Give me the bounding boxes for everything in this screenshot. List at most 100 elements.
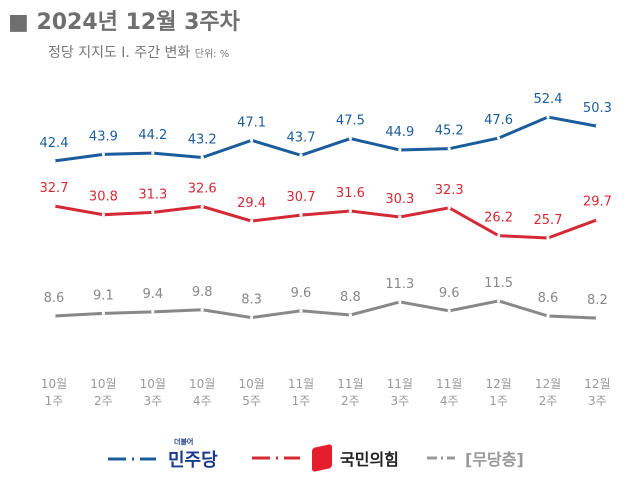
data-point: [299, 153, 303, 157]
x-tick-label: 11월 4주: [436, 377, 462, 408]
x-tick-label: 10월 4주: [189, 377, 215, 408]
data-label: 32.3: [435, 183, 464, 198]
data-label: 9.6: [439, 286, 460, 301]
data-label: 8.8: [340, 290, 361, 305]
series-line-0: [53, 115, 598, 163]
data-label: 31.6: [336, 186, 365, 201]
data-label: 32.6: [188, 181, 217, 196]
data-label: 50.3: [583, 101, 612, 116]
data-point: [546, 236, 550, 240]
data-point: [595, 124, 600, 128]
data-point: [398, 300, 402, 304]
data-point: [546, 314, 550, 318]
data-label: 9.1: [93, 288, 114, 303]
data-point: [52, 204, 56, 208]
data-point: [101, 152, 105, 156]
data-point: [595, 218, 600, 222]
data-label: 30.3: [385, 192, 414, 207]
x-tick-label: 10월 3주: [140, 377, 166, 408]
data-point: [250, 219, 254, 223]
data-point: [497, 299, 501, 303]
data-label: 30.8: [89, 190, 118, 205]
legend-dem-small: 더불어: [174, 438, 194, 446]
data-label: 47.5: [336, 114, 365, 129]
line-chart: 42.4 43.9 44.2 43.2 47.1 43.7 47.5 44.9 45.2 47.6…: [40, 92, 612, 408]
data-label: 11.5: [484, 276, 513, 291]
data-point: [348, 136, 352, 141]
data-label: 26.2: [484, 211, 513, 226]
data-label: 29.7: [583, 195, 612, 210]
data-label: 9.6: [291, 286, 312, 301]
legend-none-label: [무당층]: [465, 450, 524, 469]
unit-label: 단위: %: [194, 49, 230, 60]
data-point: [497, 234, 501, 238]
data-label: 9.4: [142, 287, 163, 302]
page-title: ■ 2024년 12월 3주차: [8, 10, 240, 35]
legend-line-none: [427, 456, 455, 460]
x-tick-label: 11월 3주: [387, 377, 413, 408]
data-label: 44.9: [385, 125, 414, 140]
data-point: [447, 309, 451, 313]
data-label: 44.2: [138, 128, 167, 143]
data-point: [348, 313, 352, 317]
data-label: 29.4: [237, 196, 266, 211]
data-point: [200, 308, 204, 312]
data-label: 8.6: [44, 291, 65, 306]
data-label: 8.6: [538, 291, 559, 306]
data-label: 45.2: [435, 124, 464, 139]
legend-line-dem: [108, 457, 156, 461]
x-tick-label: 12월 1주: [485, 377, 511, 408]
data-label: 8.3: [241, 293, 262, 308]
data-label: 47.1: [237, 115, 266, 130]
data-point: [52, 314, 56, 318]
data-point: [250, 138, 254, 142]
legend-none: [무당층]: [427, 446, 524, 470]
x-tick-label: 12월 2주: [535, 377, 561, 408]
data-point: [398, 148, 402, 152]
data-point: [200, 155, 204, 160]
data-point: [348, 209, 352, 213]
x-tick-label: 10월 2주: [90, 377, 116, 408]
data-point: [151, 210, 155, 214]
x-tick-label: 12월 3주: [584, 377, 610, 408]
data-point: [299, 309, 303, 313]
x-tick-label: 10월 1주: [41, 377, 67, 408]
data-label: 43.9: [89, 129, 118, 144]
data-point: [200, 204, 204, 209]
data-point: [101, 213, 105, 217]
data-point: [497, 136, 501, 140]
data-label: 8.2: [587, 293, 608, 308]
data-point: [101, 311, 105, 315]
data-label: 42.4: [40, 136, 69, 151]
data-point: [250, 315, 254, 320]
x-tick-label: 11월 2주: [337, 377, 363, 408]
data-label: 52.4: [534, 92, 563, 107]
data-point: [546, 115, 550, 119]
data-point: [151, 151, 155, 155]
data-label: 47.6: [484, 113, 513, 128]
data-point: [299, 213, 303, 217]
data-label: 43.7: [287, 130, 316, 145]
data-point: [52, 159, 56, 163]
legend-dem-label: 민주당: [168, 450, 218, 471]
data-label: 25.7: [534, 213, 563, 228]
legend-ppp: 국민의힘: [252, 443, 399, 473]
subtitle-text: 정당 지지도 Ⅰ. 주간 변화: [48, 45, 191, 61]
legend-line-ppp: [252, 456, 300, 460]
subtitle: 정당 지지도 Ⅰ. 주간 변화 단위: %: [48, 42, 229, 62]
series-line-2: [53, 299, 598, 320]
data-label: 11.3: [385, 277, 414, 292]
data-point: [447, 206, 451, 210]
ppp-logo-icon: [312, 443, 332, 473]
data-point: [595, 316, 600, 320]
data-label: 43.2: [188, 132, 217, 147]
data-point: [398, 215, 402, 219]
x-tick-label: 10월 5주: [238, 377, 264, 408]
x-tick-label: 11월 1주: [288, 377, 314, 408]
data-label: 30.7: [287, 190, 316, 205]
data-label: 9.8: [192, 285, 213, 300]
data-label: 31.3: [138, 187, 167, 202]
data-point: [447, 147, 451, 151]
